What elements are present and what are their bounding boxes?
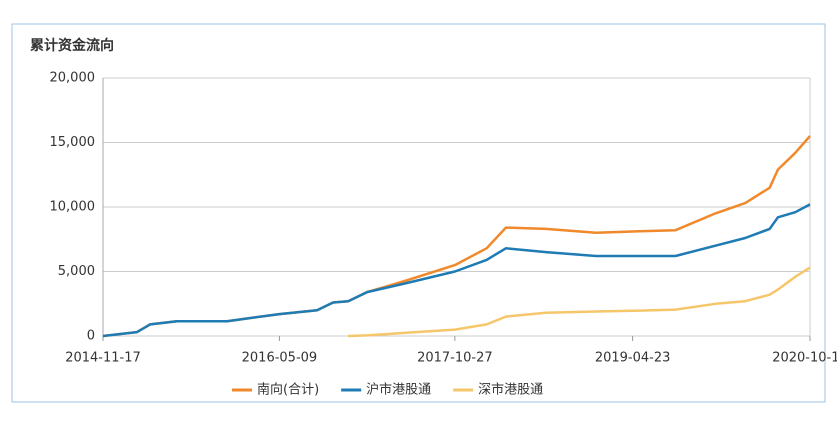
legend-label: 深市港股通 [478, 382, 543, 398]
series-line [348, 266, 811, 338]
x-tick-label: 2014-11-17 [65, 351, 141, 366]
x-tick-label: 2017-10-27 [417, 351, 493, 366]
chart-frame [11, 23, 826, 403]
y-tick-label: 10,000 [50, 200, 96, 215]
y-tick-label: 20,000 [50, 71, 96, 86]
x-tick-label: 2016-05-09 [242, 351, 318, 366]
legend-label: 沪市港股通 [366, 382, 431, 398]
legend-label: 南向(合计) [257, 382, 319, 398]
x-tick-label: 2020-10-16 [772, 351, 837, 366]
series-line [102, 203, 811, 338]
chart-title: 累计资金流向 [30, 37, 114, 54]
y-tick-label: 15,000 [50, 135, 96, 150]
y-tick-label: 0 [87, 329, 95, 344]
y-tick-label: 5,000 [58, 264, 95, 279]
x-tick-label: 2019-04-23 [595, 351, 671, 366]
